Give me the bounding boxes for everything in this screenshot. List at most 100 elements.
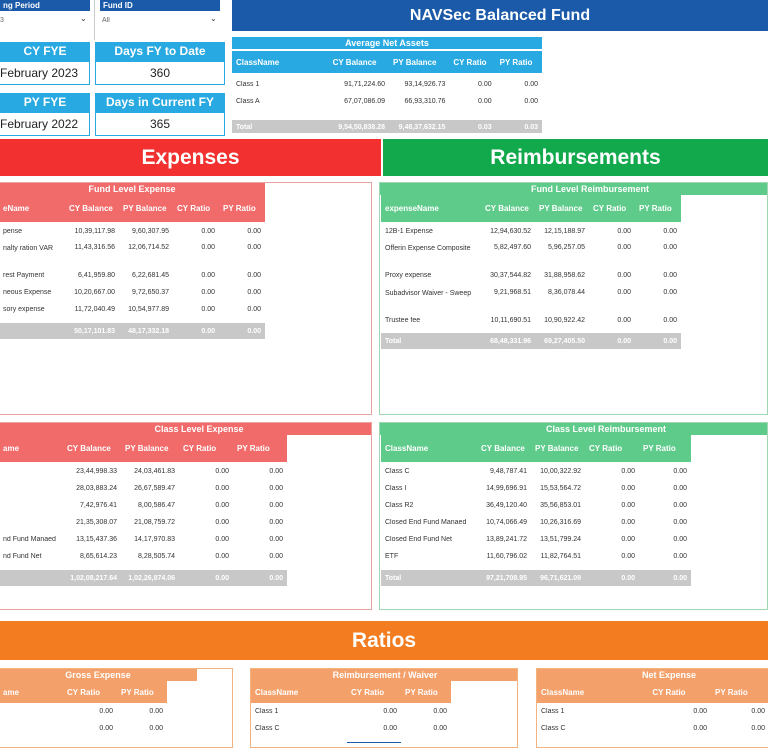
col-header[interactable]: PY Balance <box>535 195 589 222</box>
reporting-period-slicer[interactable]: ng Period 3 ⌄ <box>0 0 90 36</box>
col-header[interactable]: PY Ratio <box>401 681 451 703</box>
col-header[interactable]: PY Ratio <box>635 195 681 222</box>
col-header[interactable]: expenseName <box>381 195 481 222</box>
slicer-title: ng Period <box>0 0 90 11</box>
py-fye-label: PY FYE <box>0 93 90 112</box>
total-row: 1,02,08,217.64 1,02,26,874.06 0.00 0.00 <box>0 570 287 586</box>
col-header[interactable]: ame <box>0 435 63 462</box>
col-header[interactable]: CY Balance <box>63 435 121 462</box>
col-header[interactable]: PY Ratio <box>219 195 265 222</box>
table-row: 12B-1 Expense 12,94,630.52 12,15,188.97 … <box>385 228 677 235</box>
col-header[interactable]: eName <box>0 195 65 222</box>
col-header[interactable]: CY Ratio <box>179 435 233 462</box>
class-level-expense-table: ame CY Balance PY Balance CY Ratio PY Ra… <box>0 435 287 586</box>
py-fye-value: February 2022 <box>0 112 90 136</box>
card-title: Gross Expense <box>0 669 197 681</box>
total-row: 50,17,101.83 48,17,332.18 0.00 0.00 <box>0 323 265 339</box>
days-fy-to-date-label: Days FY to Date <box>95 42 225 61</box>
table-row: rest Payment 6,41,959.80 6,22,681.45 0.0… <box>3 272 261 279</box>
days-fy-to-date-value: 360 <box>95 61 225 85</box>
table-row: Class C 9,48,787.41 10,00,322.92 0.00 0.… <box>385 468 687 475</box>
table-row: Class A 67,07,086.09 66,93,310.76 0.00 0… <box>236 98 538 105</box>
table-row: Subadvisor Waiver - Sweep 9,21,968.51 8,… <box>385 289 677 297</box>
col-header[interactable]: PY Balance <box>121 435 179 462</box>
table-row: 21,35,308.07 21,08,759.72 0.00 0.00 <box>76 519 283 526</box>
total-row: Total 68,48,331.96 69,27,405.50 0.00 0.0… <box>381 333 681 349</box>
card-title: Class Level Reimbursement <box>380 423 767 435</box>
col-header[interactable]: CY Ratio <box>347 681 401 703</box>
table-row: 0.00 0.00 <box>99 708 163 715</box>
average-net-assets-card: Average Net Assets ClassName CY Balance … <box>232 37 768 133</box>
card-title: Net Expense <box>537 669 768 681</box>
col-header[interactable]: CY Ratio <box>63 681 117 703</box>
slicer-value: All <box>102 17 110 24</box>
card-title: Fund Level Expense <box>0 183 265 195</box>
card-title: Average Net Assets <box>232 37 542 49</box>
table-row: Class C 0.00 0.00 <box>541 725 765 732</box>
fund-title: NAVSec Balanced Fund <box>232 0 768 31</box>
reimbursement-waiver-card: Reimbursement / Waiver ClassName CY Rati… <box>250 668 518 748</box>
fund-level-reimbursement-card: Fund Level Reimbursement expenseName CY … <box>379 182 768 415</box>
col-header[interactable]: PY Balance <box>388 51 450 73</box>
col-header[interactable]: PY Balance <box>531 435 585 462</box>
col-header[interactable]: ClassName <box>251 681 347 703</box>
table-row: Trustee fee 10,11,690.51 10,90,922.42 0.… <box>385 317 677 324</box>
table-row: Class 1 91,71,224.60 93,14,926.73 0.00 0… <box>236 81 538 88</box>
chevron-down-icon[interactable]: ⌄ <box>80 14 87 23</box>
col-header[interactable]: CY Balance <box>65 195 119 222</box>
total-row: Total 97,21,708.95 96,71,621.09 0.00 0.0… <box>381 570 691 586</box>
col-header[interactable]: CY Ratio <box>589 195 635 222</box>
reimbursement-waiver-table: ClassName CY Ratio PY Ratio Class 1 0.00… <box>251 681 451 743</box>
slicer-value: 3 <box>0 17 4 24</box>
total-row: Total 9,54,50,838.28 9,48,37,632.15 0.03… <box>232 120 542 133</box>
col-header[interactable]: PY Ratio <box>639 435 691 462</box>
net-expense-card: Net Expense ClassName CY Ratio PY Ratio … <box>536 668 768 748</box>
col-header[interactable]: CY Ratio <box>173 195 219 222</box>
gross-expense-table: ame CY Ratio PY Ratio 0.00 0.00 0.00 0.0… <box>0 681 167 742</box>
col-header[interactable]: ame <box>0 681 63 703</box>
table-row: Class 1 0.00 0.00 <box>541 708 765 715</box>
col-header[interactable]: CY Ratio <box>585 435 639 462</box>
table-row: 23,44,998.33 24,03,461.83 0.00 0.00 <box>76 468 283 475</box>
fund-id-slicer[interactable]: Fund ID All ⌄ <box>100 0 222 36</box>
table-row: sory expense 11,72,040.49 10,54,977.89 0… <box>3 306 261 313</box>
col-header[interactable]: CY Ratio <box>648 681 711 703</box>
col-header[interactable]: CY Balance <box>477 435 531 462</box>
table-row: Class I 14,99,696.91 15,53,564.72 0.00 0… <box>385 485 687 492</box>
average-net-assets-table: ClassName CY Balance PY Balance CY Ratio… <box>232 51 542 133</box>
col-header[interactable]: ClassName <box>232 51 329 73</box>
table-row: Proxy expense 30,37,544.82 31,88,958.62 … <box>385 272 677 279</box>
col-header[interactable]: ClassName <box>537 681 649 703</box>
slicer-title: Fund ID <box>100 0 220 11</box>
col-header[interactable]: PY Ratio <box>233 435 287 462</box>
ratios-banner: Ratios <box>0 621 768 660</box>
table-row: nd Fund Net 8,65,614.23 8,28,505.74 0.00… <box>3 553 283 560</box>
table-row: Class R2 36,49,120.40 35,56,853.01 0.00 … <box>385 502 687 509</box>
fund-level-expense-card: Fund Level Expense eName CY Balance PY B… <box>0 182 372 415</box>
reimbursements-banner: Reimbursements <box>383 139 768 176</box>
expenses-banner: Expenses <box>0 139 381 176</box>
cy-fye-value: February 2023 <box>0 61 90 85</box>
col-header[interactable]: PY Ratio <box>495 51 542 73</box>
col-header[interactable]: PY Ratio <box>117 681 167 703</box>
col-header[interactable]: CY Balance <box>481 195 535 222</box>
col-header[interactable]: ClassName <box>381 435 477 462</box>
fund-level-expense-table: eName CY Balance PY Balance CY Ratio PY … <box>0 195 265 339</box>
class-level-expense-card: Class Level Expense ame CY Balance PY Ba… <box>0 422 372 610</box>
table-row: nd Fund Manaed 13,15,437.36 14,17,970.83… <box>3 536 283 543</box>
chevron-down-icon[interactable]: ⌄ <box>210 14 217 23</box>
card-title: Reimbursement / Waiver <box>251 669 517 681</box>
days-in-current-fy-label: Days in Current FY <box>95 93 225 112</box>
days-in-current-fy-value: 365 <box>95 112 225 136</box>
table-row: nalty ration VAR 11,43,316.56 12,06,714.… <box>3 244 261 252</box>
table-row: neous Expense 10,20,667.00 9,72,650.37 0… <box>3 289 261 296</box>
col-header[interactable]: CY Ratio <box>449 51 496 73</box>
table-row: Closed End Fund Net 13,89,241.72 13,51,7… <box>385 536 687 543</box>
fund-level-reimbursement-table: expenseName CY Balance PY Balance CY Rat… <box>381 195 681 349</box>
gross-expense-card: Gross Expense ame CY Ratio PY Ratio 0.00… <box>0 668 233 748</box>
col-header[interactable]: CY Balance <box>328 51 389 73</box>
table-row: ETF 11,60,796.02 11,82,764.51 0.00 0.00 <box>385 553 687 560</box>
col-header[interactable]: PY Balance <box>119 195 173 222</box>
col-header[interactable]: PY Ratio <box>710 681 768 703</box>
card-title: Fund Level Reimbursement <box>380 183 767 195</box>
